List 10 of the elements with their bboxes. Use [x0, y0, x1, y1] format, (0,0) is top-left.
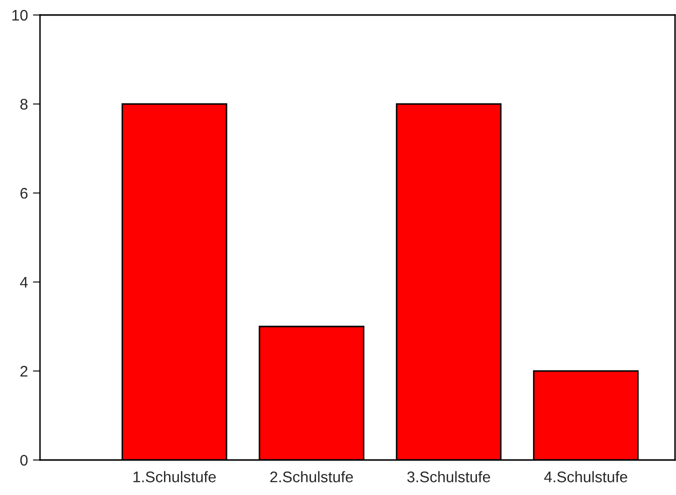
- y-tick-label: 0: [20, 454, 28, 466]
- y-tick-label: 6: [20, 188, 28, 199]
- y-tick-label: 8: [20, 98, 28, 110]
- x-tick-label: 3.Schulstufe: [407, 471, 490, 482]
- x-tick-label: 2.Schulstufe: [270, 471, 353, 482]
- y-tick-label: 4: [20, 277, 28, 288]
- x-tick-label: 1.Schulstufe: [134, 471, 216, 482]
- y-tick-label: 10: [12, 10, 28, 21]
- y-tick-label: 2: [20, 366, 28, 377]
- x-tick-label: 4.Schulstufe: [544, 471, 628, 482]
